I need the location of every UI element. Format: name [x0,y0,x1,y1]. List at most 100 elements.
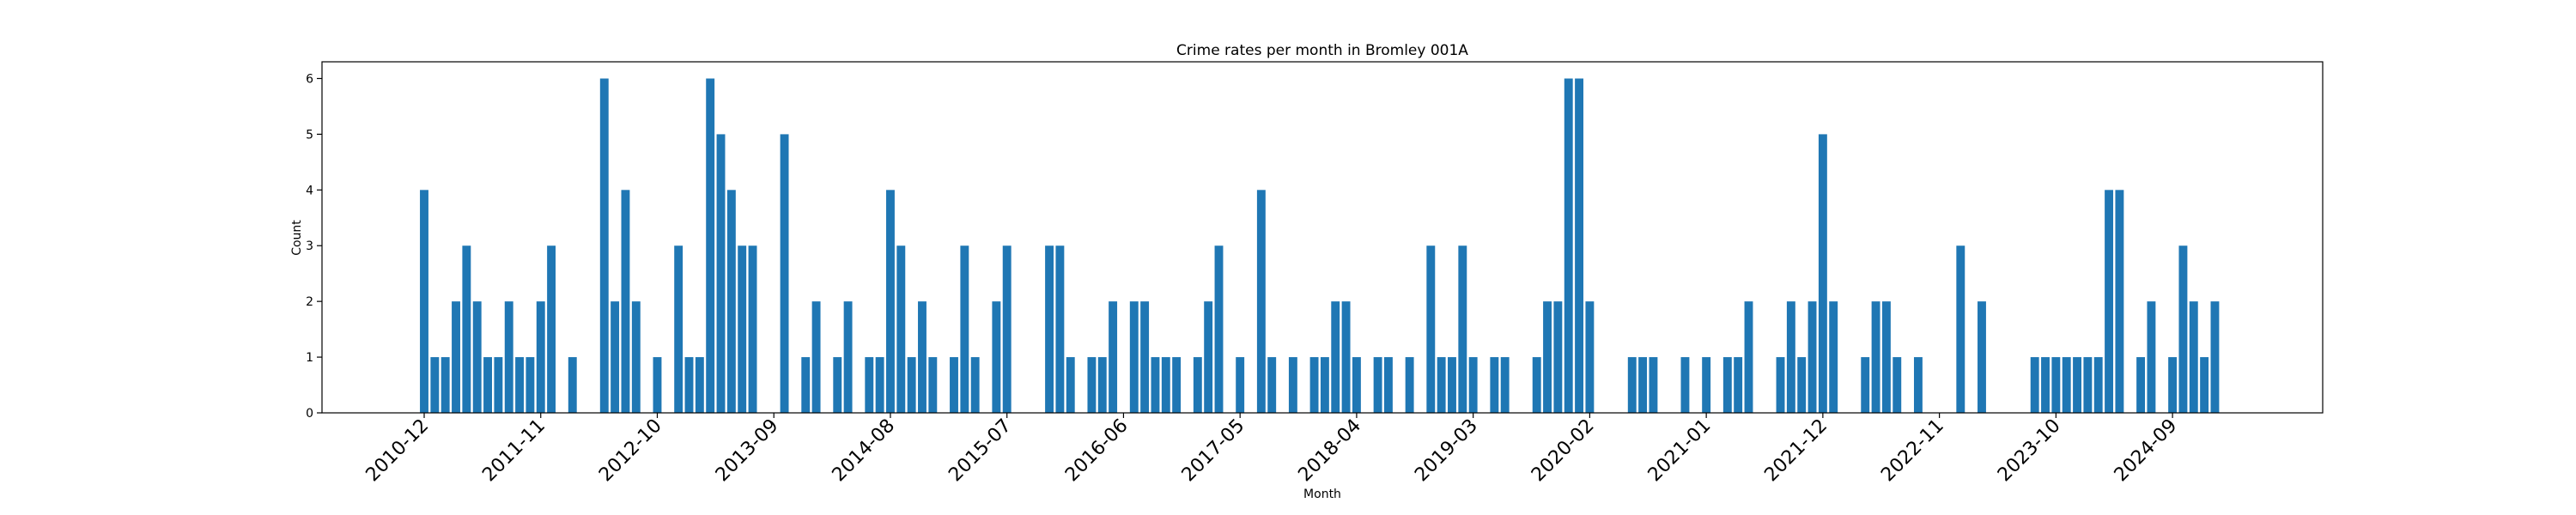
bar-2012-05 [599,78,609,413]
bar-2015-04 [970,357,980,413]
x-tick-label: 2020-02 [1528,415,1599,487]
bar-2024-12 [2200,357,2209,413]
bar-2012-07 [621,190,630,413]
bar-2024-02 [2093,357,2103,413]
bar-2011-12 [547,245,556,413]
bar-2020-07 [1638,357,1648,413]
bar-2016-10 [1161,357,1170,413]
bar-2021-11 [1807,301,1817,413]
bar-2015-06 [992,301,1001,413]
bar-2019-12 [1564,78,1573,413]
bar-2024-07 [2147,301,2156,413]
x-tick-label: 2022-11 [1877,415,1948,487]
bar-2016-11 [1172,357,1182,413]
bar-2014-11 [918,301,927,413]
bar-2012-10 [653,357,662,413]
x-tick-label: 2016-06 [1061,415,1133,487]
bar-2024-10 [2178,245,2188,413]
bar-2014-07 [875,357,884,413]
y-axis: 0 1 2 3 4 5 6 [306,72,322,421]
plot-frame [321,61,2324,414]
bar-2018-01 [1320,357,1329,413]
bar-2024-01 [2083,357,2093,413]
bars-group [420,78,2220,413]
bar-2011-01 [430,357,440,413]
bar-2011-10 [526,357,535,413]
bar-2011-11 [536,301,545,413]
bar-2011-05 [472,301,482,413]
bar-2023-09 [2041,357,2050,413]
x-axis: 2010-12 2011-11 2012-10 2013-09 2014-08 2015-… [362,413,2181,487]
x-axis-label: Month [1303,488,1341,501]
bar-2024-06 [2136,357,2146,413]
bar-2015-12 [1055,245,1065,413]
bar-2021-05 [1744,301,1753,413]
bar-2023-12 [2073,357,2081,413]
bar-2016-05 [1109,301,1118,413]
bar-2018-02 [1331,301,1340,413]
y-tick-label: 6 [306,72,313,86]
bar-2023-11 [2062,357,2071,413]
y-tick-label: 5 [306,128,313,142]
bar-2024-03 [2105,190,2114,413]
bar-2019-03 [1468,357,1478,413]
x-tick-label: 2014-08 [829,415,900,487]
y-tick-label: 3 [306,239,313,253]
bar-2024-11 [2189,301,2198,413]
bar-2014-08 [886,190,895,413]
bar-2025-01 [2210,301,2220,413]
bar-2021-08 [1776,357,1785,413]
bar-2022-06 [1881,301,1891,413]
bar-2020-02 [1585,301,1595,413]
bar-2013-12 [801,357,811,413]
bar-2014-04 [843,301,853,413]
chart-title: Crime rates per month in Bromley 001A [1176,42,1468,59]
y-tick-label: 4 [306,184,313,197]
bar-2020-06 [1627,357,1637,413]
bar-2012-12 [674,245,683,413]
y-tick-label: 1 [306,351,313,365]
bar-2013-04 [716,134,726,413]
bar-2014-12 [928,357,938,413]
bar-2022-01 [1829,301,1838,413]
bar-2014-01 [811,301,821,413]
bar-2018-03 [1341,301,1351,413]
bar-2016-08 [1140,301,1150,413]
bar-2023-01 [1956,245,1965,413]
bar-2019-09 [1532,357,1541,413]
bar-2020-11 [1680,357,1690,413]
bar-2013-05 [726,190,736,413]
bar-2019-10 [1543,301,1552,413]
bar-2021-01 [1702,357,1711,413]
bar-2017-03 [1214,245,1224,413]
bar-2012-08 [631,301,641,413]
bar-2019-01 [1448,357,1456,413]
x-tick-label: 2010-12 [362,415,434,487]
bar-2017-07 [1256,190,1266,413]
bar-2016-07 [1129,301,1139,413]
x-tick-label: 2021-12 [1760,415,1832,487]
bar-2011-03 [452,301,460,413]
bar-2013-06 [738,245,747,413]
bar-2017-12 [1309,357,1319,413]
bar-2014-09 [896,245,906,413]
bar-2016-04 [1097,357,1107,413]
bar-2011-06 [483,357,492,413]
bar-2019-05 [1490,357,1499,413]
bar-2014-06 [865,357,874,413]
bar-2018-11 [1426,245,1436,413]
x-tick-label: 2012-10 [595,415,666,487]
bar-2010-12 [420,190,428,413]
x-tick-label: 2017-05 [1178,415,1249,487]
bar-2020-08 [1649,357,1658,413]
bar-2011-02 [440,357,450,413]
bar-2022-04 [1861,357,1870,413]
bar-2022-09 [1913,357,1923,413]
bar-2013-02 [695,357,704,413]
bar-2023-08 [2030,357,2039,413]
bar-2017-08 [1267,357,1277,413]
bar-2020-01 [1575,78,1584,413]
bar-2015-03 [960,245,969,413]
bar-2015-07 [1002,245,1012,413]
